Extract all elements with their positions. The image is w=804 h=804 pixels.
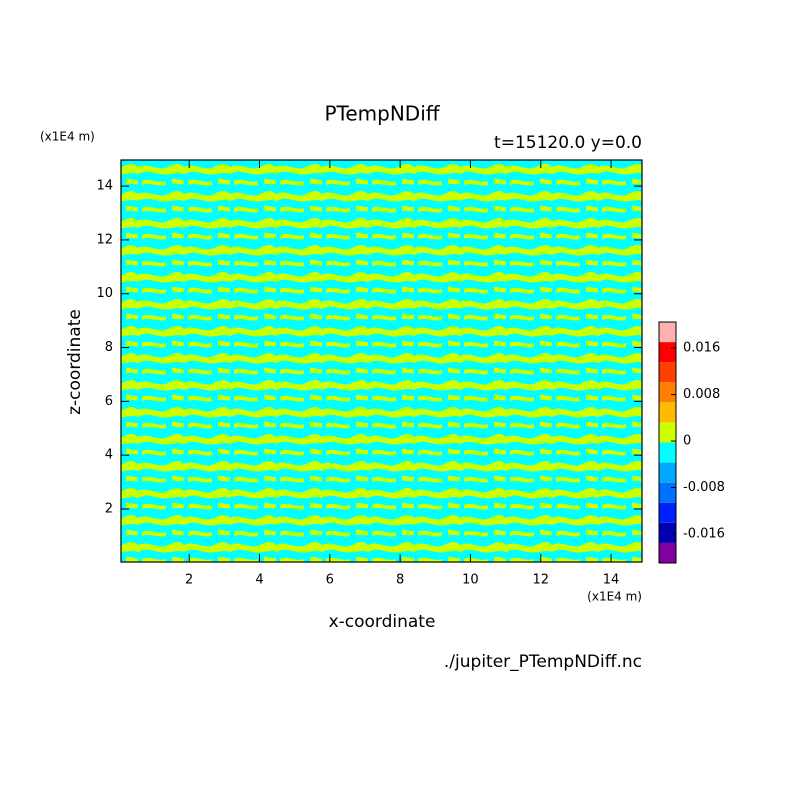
colorbar-tick-label: -0.016 xyxy=(683,526,725,541)
y-tick-label: 14 xyxy=(96,179,113,194)
colorbar-box xyxy=(659,342,676,363)
x-tick-label: 8 xyxy=(396,573,404,588)
colorbar-tick-label: 0 xyxy=(683,434,691,449)
y-tick-label: 2 xyxy=(105,501,113,516)
x-tick-label: 4 xyxy=(255,573,263,588)
x-tick-label: 10 xyxy=(462,573,479,588)
y-unit: (x1E4 m) xyxy=(40,130,95,144)
colorbar-box xyxy=(659,402,676,423)
colorbar-box xyxy=(659,382,676,403)
x-tick-label: 14 xyxy=(603,573,620,588)
x-axis-label: x-coordinate xyxy=(329,612,436,632)
y-tick-label: 12 xyxy=(96,232,113,247)
chart-subtitle: t=15120.0 y=0.0 xyxy=(494,133,642,153)
y-tick-label: 8 xyxy=(105,340,113,355)
colorbar-box xyxy=(659,442,676,463)
colorbar-box xyxy=(659,502,676,523)
x-unit: (x1E4 m) xyxy=(587,590,642,604)
chart-title: PTempNDiff xyxy=(324,102,440,126)
x-tick-label: 2 xyxy=(185,573,193,588)
colorbar-box xyxy=(659,322,676,343)
colorbar-box xyxy=(659,422,676,443)
plot-frame xyxy=(120,159,643,563)
x-tick-label: 12 xyxy=(532,573,549,588)
y-tick-label: 6 xyxy=(105,394,113,409)
colorbar-tick-label: 0.016 xyxy=(683,341,720,356)
colorbar-tick-label: 0.008 xyxy=(683,387,720,402)
colorbar-box xyxy=(659,462,676,483)
colorbar-box xyxy=(659,482,676,503)
colorbar-frame xyxy=(658,321,677,564)
y-tick-label: 10 xyxy=(96,286,113,301)
y-tick-label: 4 xyxy=(105,448,113,463)
colorbar-box xyxy=(659,522,676,543)
colorbar-box xyxy=(659,362,676,383)
y-axis-label: z-coordinate xyxy=(65,309,85,415)
colorbar-tick-label: -0.008 xyxy=(683,480,725,495)
contour-field xyxy=(121,160,642,562)
colorbar-box xyxy=(659,542,676,563)
source-file: ./jupiter_PTempNDiff.nc xyxy=(444,652,642,672)
x-tick-label: 6 xyxy=(326,573,334,588)
